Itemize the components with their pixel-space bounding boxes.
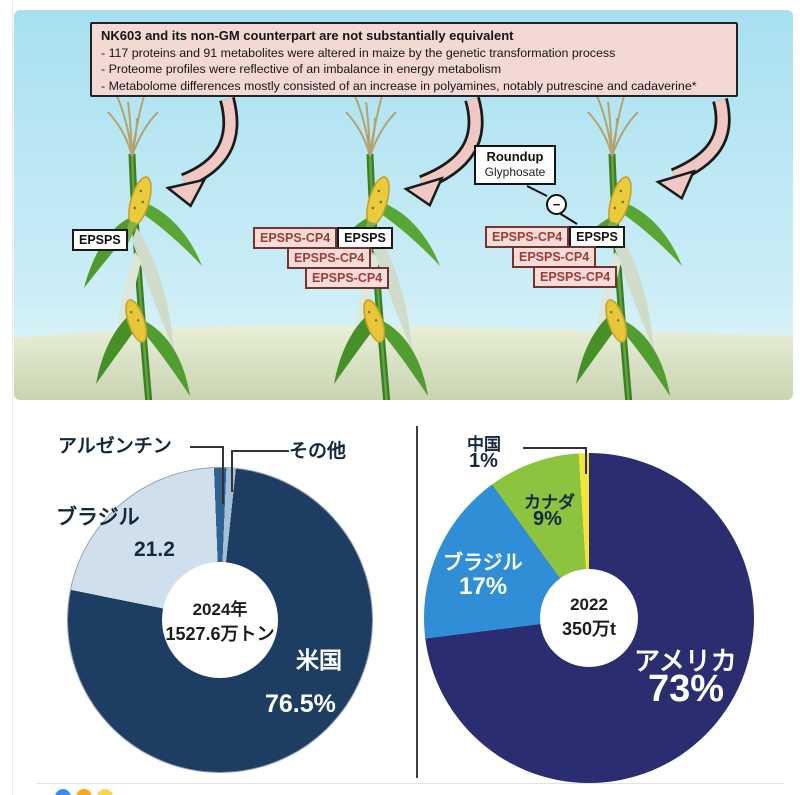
slice-value-usa: 76.5% [265, 690, 336, 718]
info-box-line-3: - Metabolome differences mostly consiste… [101, 78, 697, 93]
pie-center-total: 350万t [561, 619, 617, 639]
soy-import-donut-chart: 2024年 1527.6万トン [68, 468, 372, 772]
info-box-line-1: - 117 proteins and 91 metabolites were a… [101, 45, 616, 60]
sky-background [14, 10, 793, 400]
epsps-tag: EPSPS [72, 229, 128, 251]
slice-value-china: 1% [469, 450, 498, 472]
plant2-gene-row-2: EPSPS-CP4 [287, 247, 372, 269]
slice-label-argentina: アルゼンチン [58, 436, 172, 457]
donut-center-label: 2024年 1527.6万トン [162, 562, 278, 678]
like-reaction-icon[interactable] [54, 788, 72, 795]
slice-label-canada: カナダ [524, 493, 575, 512]
corn-import-pie-chart: 2022 350万t [424, 453, 754, 783]
plant2-gene-row-3: EPSPS-CP4 [305, 267, 390, 289]
slice-label-others: その他 [289, 441, 347, 462]
feed-left-border [12, 0, 13, 795]
smile-reaction-icon[interactable] [96, 788, 114, 795]
roundup-ingredient: Glyphosate [484, 165, 546, 180]
epsps-tag: EPSPS [337, 227, 393, 249]
donut-center-total: 1527.6万トン [165, 623, 275, 644]
arrow-to-plant-2 [403, 96, 484, 208]
info-box-line-2: - Proteome profiles were reflective of a… [101, 62, 502, 77]
slice-label-usa: 米国 [296, 647, 342, 673]
field-ground [14, 325, 793, 400]
epsps-cp4-tag: EPSPS-CP4 [253, 227, 338, 249]
epsps-cp4-tag: EPSPS-CP4 [305, 267, 390, 289]
slice-value-america: 73% [648, 668, 725, 710]
roundup-product-name: Roundup [486, 149, 544, 164]
epsps-cp4-tag: EPSPS-CP4 [533, 266, 618, 288]
epsps-cp4-tag: EPSPS-CP4 [287, 247, 372, 269]
arrow-to-plant-3 [655, 97, 731, 201]
pie-center-year: 2022 [570, 595, 608, 614]
plant3-gene-row-3: EPSPS-CP4 [533, 266, 618, 288]
slice-label-china: 中国 [467, 435, 501, 454]
post-footer-divider [36, 783, 784, 784]
roundup-connector-line-top [526, 185, 548, 197]
info-box: NK603 and its non-GM counterpart are not… [90, 22, 738, 97]
plant2-gene-row-1: EPSPS-CP4 EPSPS [253, 227, 393, 249]
plant3-gene-row-1: EPSPS-CP4 EPSPS [485, 226, 625, 248]
slice-value-brazil-right: 17% [459, 573, 508, 600]
callout-line-argentina [190, 446, 224, 504]
epsps-cp4-tag: EPSPS-CP4 [512, 246, 597, 268]
epsps-tag: EPSPS [569, 226, 625, 248]
slice-label-brazil: ブラジル [56, 506, 140, 529]
callout-line-others [231, 450, 289, 492]
info-box-title: NK603 and its non-GM counterpart are not… [101, 28, 514, 43]
plant3-gene-row-2: EPSPS-CP4 [512, 246, 597, 268]
slice-label-america: アメリカ [634, 646, 737, 676]
reaction-icons[interactable] [54, 788, 117, 795]
arrow-to-plant-1 [165, 96, 239, 208]
roundup-box: Roundup Glyphosate [474, 145, 556, 185]
donut-center-year: 2024年 [192, 599, 248, 619]
slice-value-brazil: 21.2 [134, 538, 175, 561]
wow-reaction-icon[interactable] [75, 788, 93, 795]
callout-line-china [523, 447, 587, 474]
slice-label-brazil-right: ブラジル [443, 552, 523, 574]
plant1-gene-labels: EPSPS [72, 229, 128, 251]
pie-center-label: 2022 350万t [540, 569, 638, 667]
slice-value-canada: 9% [533, 508, 562, 530]
epsps-cp4-tag: EPSPS-CP4 [485, 226, 570, 248]
inhibition-minus-icon: − [546, 194, 567, 215]
